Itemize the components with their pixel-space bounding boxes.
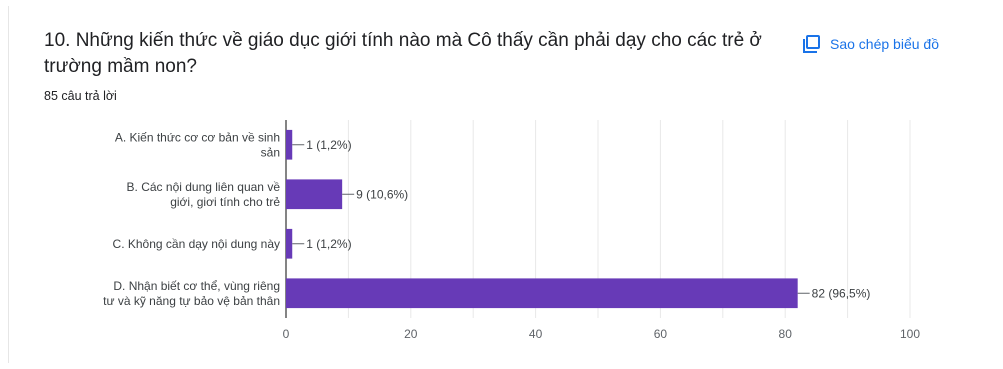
bar	[286, 129, 293, 160]
copy-chart-button[interactable]: Sao chép biểu đồ	[802, 32, 939, 56]
copy-chart-label: Sao chép biểu đồ	[830, 36, 939, 52]
data-label: 1 (1,2%)	[306, 237, 351, 251]
copy-icon	[802, 34, 822, 54]
category-label: giới, giơi tính cho trẻ	[170, 195, 280, 209]
x-tick-label: 100	[900, 327, 920, 341]
data-label: 9 (10,6%)	[356, 187, 408, 201]
x-tick-label: 40	[529, 327, 543, 341]
category-label: D. Nhận biết cơ thể, vùng riêng	[113, 279, 280, 293]
category-label: A. Kiến thức cơ cơ bản về sinh	[115, 130, 280, 144]
data-label: 1 (1,2%)	[306, 138, 351, 152]
category-label: tư và kỹ năng tự bảo vệ bản thân	[103, 294, 280, 308]
question-title: 10. Những kiến thức về giáo dục giới tín…	[44, 30, 762, 77]
x-tick-label: 60	[654, 327, 668, 341]
category-label: C. Không cần dạy nội dung này	[113, 237, 280, 251]
data-label: 82 (96,5%)	[812, 286, 871, 300]
bar	[286, 278, 798, 309]
bar	[286, 228, 293, 259]
category-label: B. Các nội dung liên quan về	[127, 180, 281, 194]
x-tick-label: 0	[283, 327, 290, 341]
category-label: sản	[261, 145, 280, 159]
response-count: 85 câu trả lời	[44, 89, 117, 103]
x-tick-label: 80	[779, 327, 793, 341]
x-tick-label: 20	[404, 327, 418, 341]
bar	[286, 179, 343, 210]
